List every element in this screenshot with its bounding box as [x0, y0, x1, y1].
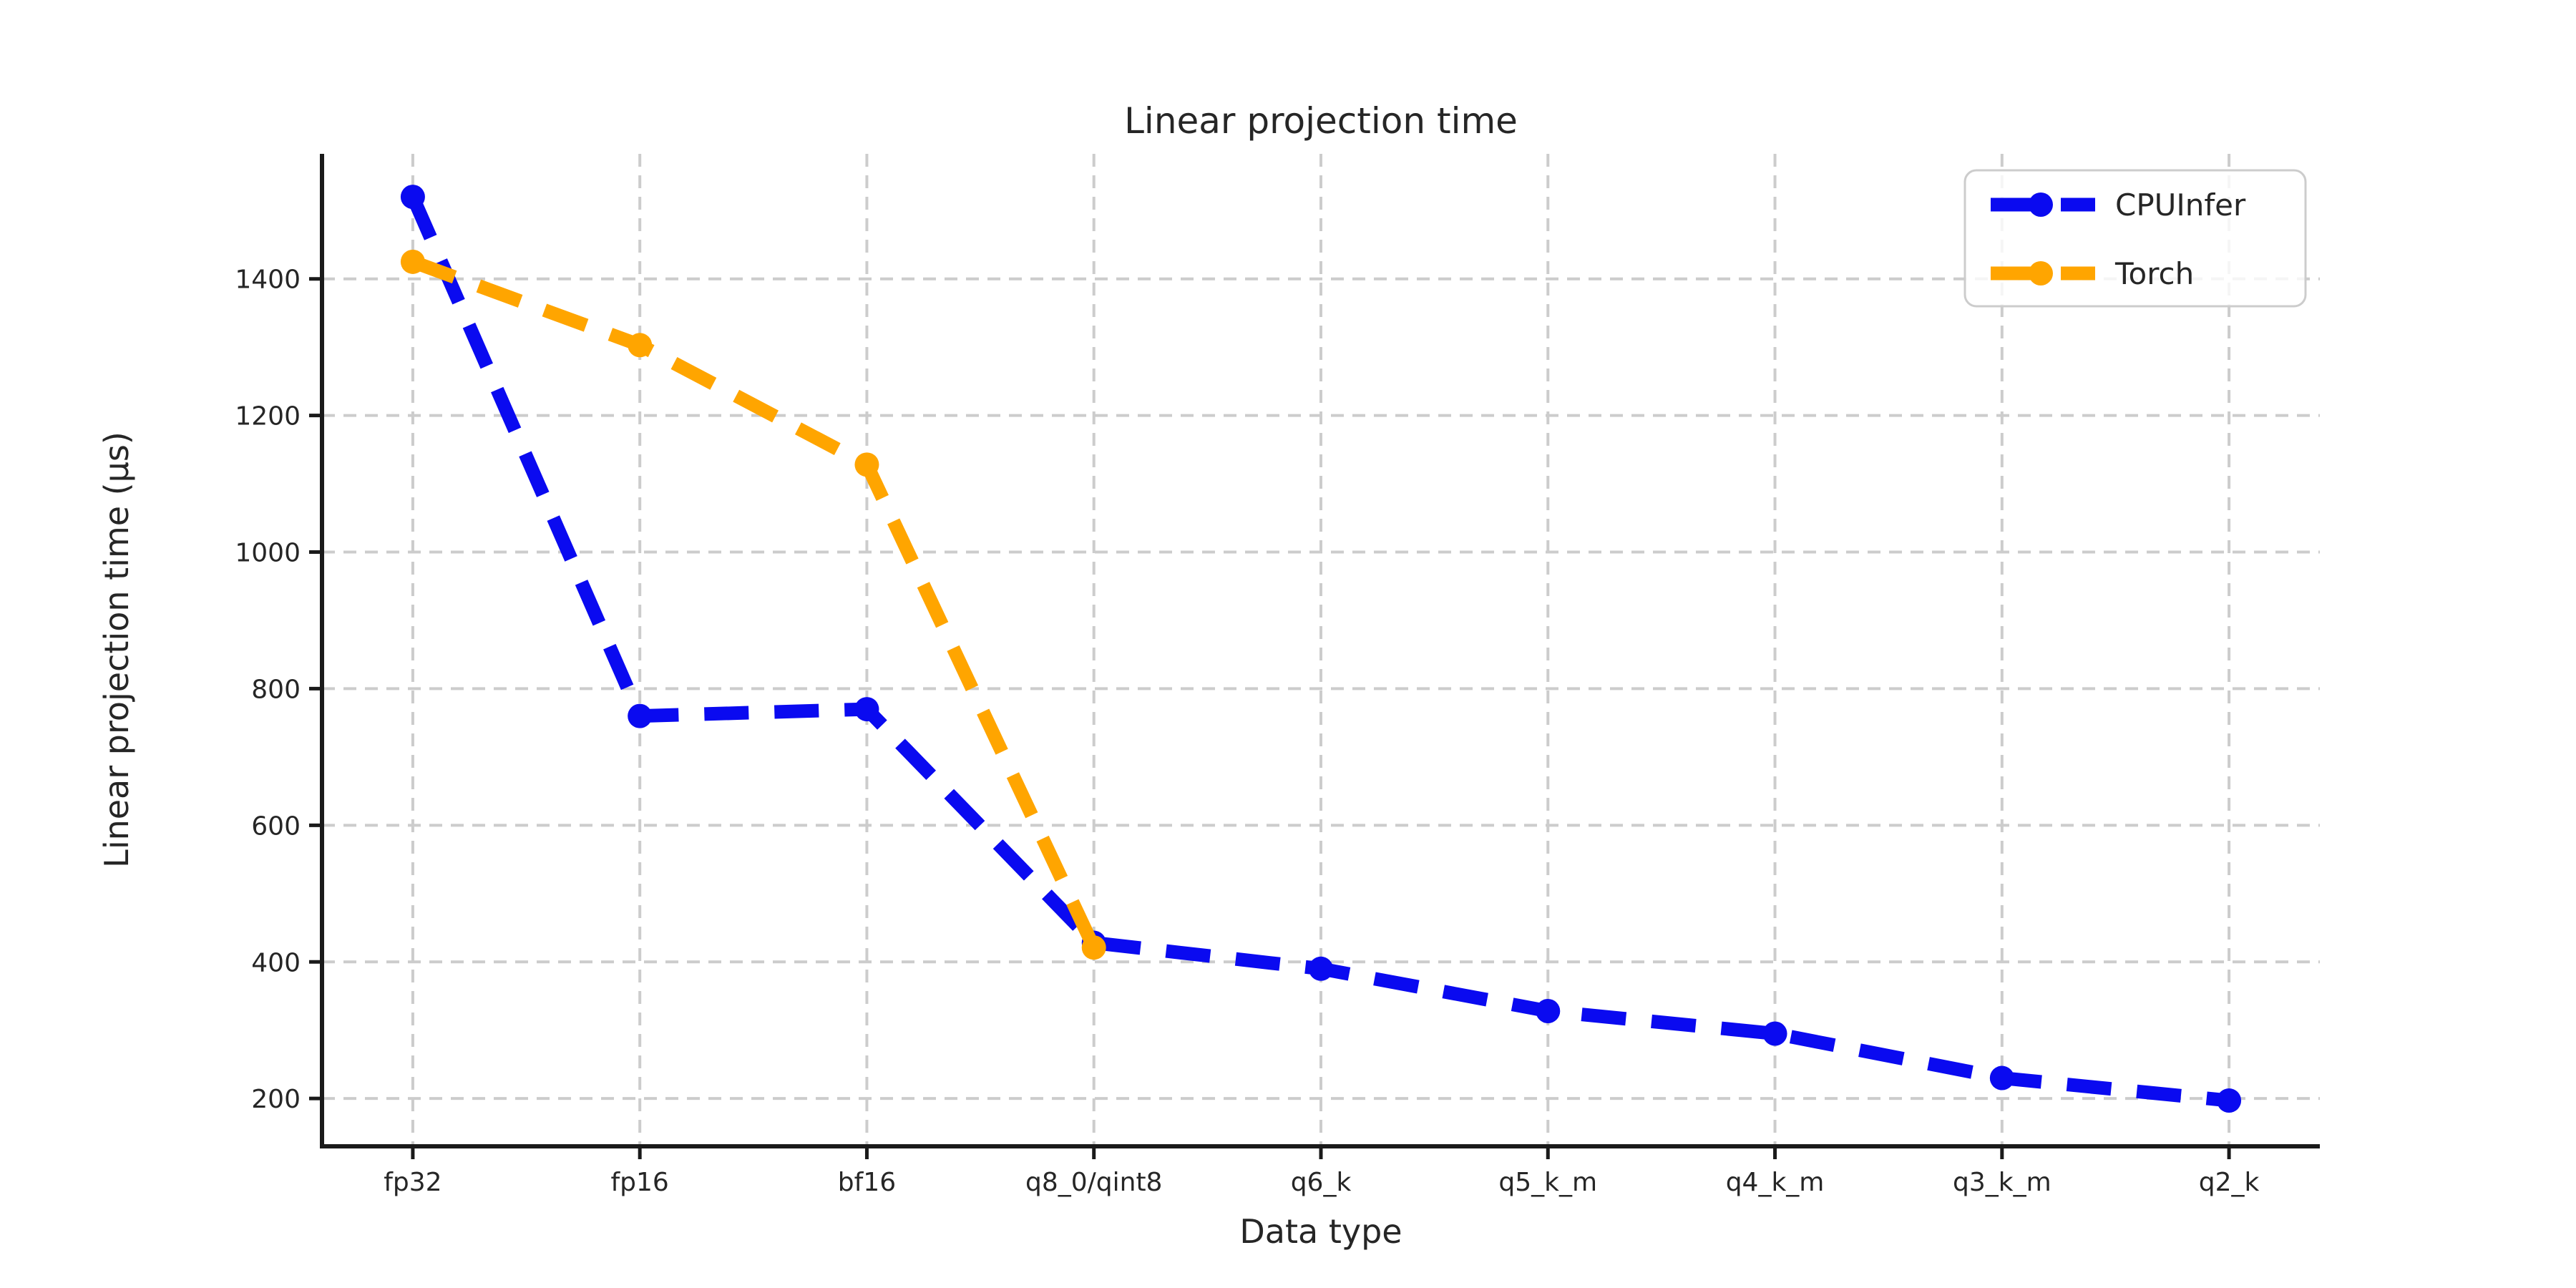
legend-label: Torch	[2114, 256, 2194, 291]
y-tick-label: 200	[251, 1085, 301, 1114]
legend-entry-CPUInfer: CPUInfer	[1991, 187, 2246, 223]
data-point-fp32	[400, 185, 425, 210]
x-tick-label: fp16	[611, 1168, 669, 1197]
y-tick-label: 600	[251, 811, 301, 841]
x-tick-label: fp32	[384, 1168, 441, 1197]
data-point-fp16	[628, 703, 653, 728]
y-tick-label: 400	[251, 948, 301, 977]
data-point-q4_k_m	[1762, 1021, 1787, 1046]
x-tick-label: q6_k	[1291, 1168, 1352, 1197]
x-tick-label: q4_k_m	[1726, 1168, 1825, 1197]
data-point-fp16	[628, 333, 653, 358]
x-axis-label: Data type	[1239, 1212, 1402, 1251]
data-point-q6_k	[1309, 956, 1333, 981]
axis-ticks: fp32 fp16 bf16 q8_0/qint8 q6_k q5_k_m q4_k_m q3…	[235, 265, 2259, 1197]
series-Torch	[400, 249, 1106, 960]
chart-title: Linear projection time	[1124, 100, 1518, 142]
data-point-fp32	[400, 249, 425, 274]
y-tick-label: 1400	[235, 265, 301, 295]
x-tick-label: q8_0/qint8	[1025, 1168, 1162, 1197]
legend: CPUInfer Torch	[1963, 169, 2307, 308]
x-tick-label: bf16	[838, 1168, 896, 1197]
legend-marker	[2029, 261, 2053, 286]
data-point-bf16	[854, 697, 879, 722]
data-point-q2_k	[2217, 1088, 2242, 1113]
y-tick-label: 1000	[235, 539, 301, 568]
data-point-q8_0/qint8	[1081, 935, 1106, 960]
data-point-bf16	[854, 452, 879, 477]
legend-label: CPUInfer	[2115, 187, 2246, 223]
legend-marker	[2029, 192, 2053, 217]
x-tick-label: q3_k_m	[1953, 1168, 2051, 1197]
y-tick-label: 800	[251, 675, 301, 704]
data-point-q3_k_m	[1989, 1065, 2014, 1091]
series-line	[410, 255, 1101, 951]
y-tick-label: 1200	[235, 402, 301, 431]
x-tick-label: q2_k	[2199, 1168, 2260, 1197]
x-tick-label: q5_k_m	[1498, 1168, 1597, 1197]
legend-entry-Torch: Torch	[1991, 256, 2194, 291]
data-point-q5_k_m	[1536, 998, 1561, 1023]
y-axis-label: Linear projection time (μs)	[97, 431, 136, 868]
